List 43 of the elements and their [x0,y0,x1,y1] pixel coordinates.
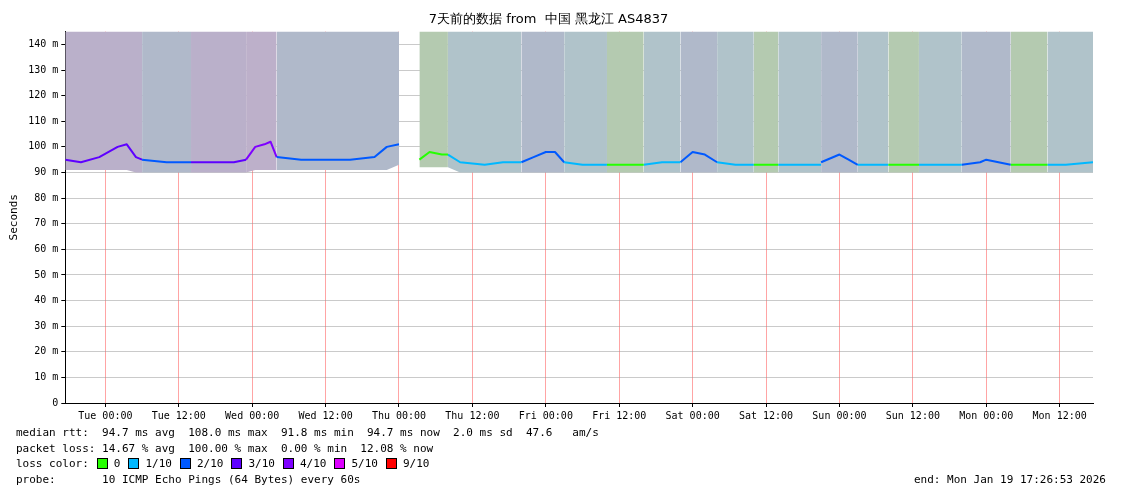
y-tick-label: 140 m [28,38,59,49]
y-tick-label: 0 [52,396,59,408]
legend-title: loss color: [16,456,89,472]
y-axis-title: Seconds [7,194,21,241]
x-tick-label: Wed 00:00 [225,409,280,421]
x-tick-label: Tue 12:00 [151,409,206,421]
x-tick-label: Mon 12:00 [1032,409,1087,421]
y-tick-label: 50 m [34,268,59,280]
text: median rtt: 94.7 ms avg 108.0 ms max 91.8 ms min 94.7 ms now 2.0 ms sd 47.6 am/s [16,425,600,441]
y-tick-label: 100 m [28,140,59,152]
x-tick-label: Thu 00:00 [371,409,427,421]
y-tick-label: 120 m [28,89,59,101]
x-tick-label: Sat 12:00 [738,409,794,421]
x-tick-label: Thu 12:00 [445,409,500,421]
y-tick-label: 40 m [34,294,59,306]
text: packet loss: 14.67 % avg 100.00 % max 0.00 % min 12.08 % now [16,440,435,456]
x-tick-label: Sun 00:00 [812,409,867,421]
x-tick-label: Wed 12:00 [298,409,353,421]
y-tick-label: 110 m [28,114,59,126]
y-tick-label: 70 m [34,217,59,229]
chart-title: 7天前的数据 from 中国 黑龙江 AS4837 [428,11,669,27]
x-tick-label: Tue 00:00 [78,409,133,421]
y-tick-label: 80 m [34,191,59,203]
y-tick-label: 10 m [34,370,59,382]
x-tick-label: Mon 00:00 [959,409,1014,421]
text: end: Mon Jan 19 17:26:53 2026 [913,471,1106,487]
y-tick-label: 60 m [34,242,59,254]
legend-label: 0 [113,456,121,472]
legend-label: 4/10 [299,456,327,472]
text: probe: 10 ICMP Echo Pings (64 Bytes) every 60s [16,471,361,487]
legend-label: 3/10 [248,456,275,472]
legend-label: 2/10 [196,456,224,472]
legend-label: 5/10 [351,456,378,472]
x-tick-label: Sun 12:00 [885,409,940,421]
y-tick-label: 130 m [28,63,59,75]
legend-label: 9/10 [402,456,430,472]
x-tick-label: Sat 00:00 [665,409,720,421]
y-tick-label: 90 m [34,166,59,178]
y-tick-label: 20 m [34,345,59,357]
legend-label: 1/10 [145,456,172,472]
x-tick-label: Fri 00:00 [518,409,573,421]
y-tick-label: 30 m [34,319,59,331]
x-tick-label: Fri 12:00 [592,409,647,421]
